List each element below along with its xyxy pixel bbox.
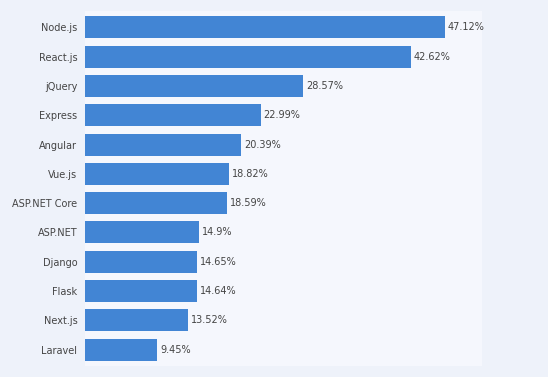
Text: 14.64%: 14.64% <box>200 286 237 296</box>
Text: 18.82%: 18.82% <box>232 169 269 179</box>
Bar <box>85 46 410 68</box>
Text: 13.52%: 13.52% <box>191 315 228 325</box>
Text: 18.59%: 18.59% <box>230 198 267 208</box>
Bar <box>85 251 197 273</box>
Text: 22.99%: 22.99% <box>264 110 300 120</box>
Bar <box>85 280 197 302</box>
Text: 20.39%: 20.39% <box>244 139 281 150</box>
Text: 9.45%: 9.45% <box>160 345 191 355</box>
Bar <box>85 192 227 214</box>
Text: 28.57%: 28.57% <box>306 81 343 91</box>
Bar <box>85 75 303 97</box>
Bar <box>85 163 229 185</box>
Bar <box>85 339 157 360</box>
Text: 42.62%: 42.62% <box>414 52 450 62</box>
Bar <box>85 221 199 244</box>
Text: 14.9%: 14.9% <box>202 227 232 238</box>
Bar <box>85 104 261 126</box>
Bar <box>85 309 189 331</box>
Text: 47.12%: 47.12% <box>448 22 485 32</box>
Bar <box>85 133 241 156</box>
Bar <box>85 17 445 38</box>
Text: 14.65%: 14.65% <box>200 257 237 267</box>
